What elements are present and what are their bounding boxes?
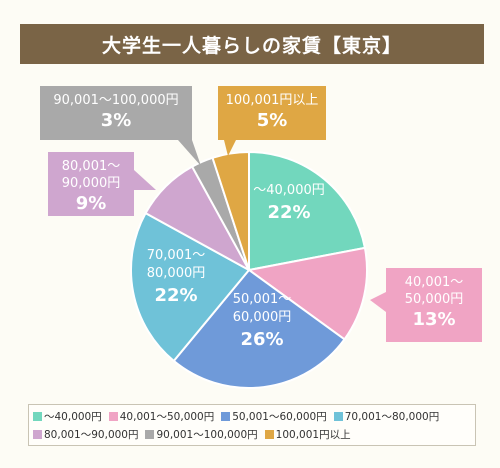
- svg-text:100,001円以上: 100,001円以上: [226, 93, 319, 108]
- legend-swatch: [108, 412, 118, 421]
- callout-label: 90,001～100,000円 3%: [40, 86, 201, 166]
- pie-slice: [130, 211, 251, 363]
- svg-text:9%: 9%: [76, 193, 107, 214]
- svg-text:90,000円: 90,000円: [62, 176, 121, 191]
- legend-swatch: [33, 430, 42, 439]
- legend-item: 100,001円以上: [264, 427, 351, 442]
- legend-item: 80,001～90,000円: [33, 427, 138, 442]
- svg-text:～40,000円: ～40,000円: [253, 183, 325, 198]
- svg-text:90,001～100,000円: 90,001～100,000円: [53, 93, 178, 108]
- legend-item: 70,001～80,000円: [333, 409, 440, 424]
- pie-slice: [248, 150, 367, 272]
- svg-text:40,001～: 40,001～: [405, 275, 464, 290]
- legend-swatch: [145, 430, 155, 439]
- legend-row: ～40,000円 40,001～50,000円 50,001～60,000円 70,0…: [33, 409, 446, 424]
- slice-data-label: ～40,000円 22%: [253, 183, 325, 223]
- legend-label: 50,001～60,000円: [232, 411, 327, 423]
- pie-slice: [211, 150, 250, 271]
- svg-text:26%: 26%: [240, 329, 283, 350]
- legend-label: 80,001～90,000円: [44, 429, 139, 441]
- legend-item: ～40,000円: [33, 409, 102, 424]
- callout-label: 100,001円以上 5%: [218, 86, 326, 156]
- legend: ～40,000円 40,001～50,000円 50,001～60,000円 70,0…: [28, 404, 476, 446]
- legend-label: ～40,000円: [44, 411, 102, 423]
- svg-text:80,001～: 80,001～: [62, 159, 121, 174]
- legend-label: 70,001～80,000円: [344, 411, 440, 423]
- legend-swatch: [333, 412, 343, 421]
- legend-item: 90,001～100,000円: [145, 427, 258, 442]
- slice-data-label: 50,001～ 60,000円 26%: [233, 292, 292, 350]
- legend-row: 80,001～90,000円 90,001～100,000円 100,001円以上: [33, 427, 358, 442]
- svg-text:22%: 22%: [267, 202, 310, 223]
- legend-label: 100,001円以上: [275, 429, 351, 441]
- legend-swatch: [33, 412, 42, 421]
- svg-text:50,000円: 50,000円: [405, 292, 464, 307]
- svg-text:3%: 3%: [101, 110, 132, 131]
- svg-text:70,001～: 70,001～: [147, 248, 206, 263]
- legend-swatch: [264, 430, 274, 439]
- svg-text:60,000円: 60,000円: [233, 310, 292, 325]
- pie-chart: ～40,000円 22% 50,001～ 60,000円 26% 70,001～ 80,00…: [40, 86, 482, 389]
- callout-label: 80,001～ 90,000円 9%: [48, 152, 156, 216]
- legend-item: 50,001～60,000円: [221, 409, 327, 424]
- svg-text:80,000円: 80,000円: [147, 266, 206, 281]
- legend-swatch: [221, 412, 231, 421]
- legend-item: 40,001～50,000円: [108, 409, 215, 424]
- pie-slice: [246, 246, 368, 341]
- svg-text:5%: 5%: [257, 110, 288, 131]
- legend-label: 90,001～100,000円: [156, 429, 258, 441]
- svg-text:50,001～: 50,001～: [233, 292, 292, 307]
- pie-slice: [172, 268, 346, 389]
- chart-title: 大学生一人暮らしの家賃【東京】: [20, 24, 484, 64]
- callout-label: 40,001～ 50,000円 13%: [370, 268, 482, 342]
- legend-label: 40,001～50,000円: [119, 411, 215, 423]
- svg-text:22%: 22%: [154, 285, 197, 306]
- svg-text:13%: 13%: [412, 309, 455, 330]
- slice-data-label: 70,001～ 80,000円 22%: [147, 248, 206, 306]
